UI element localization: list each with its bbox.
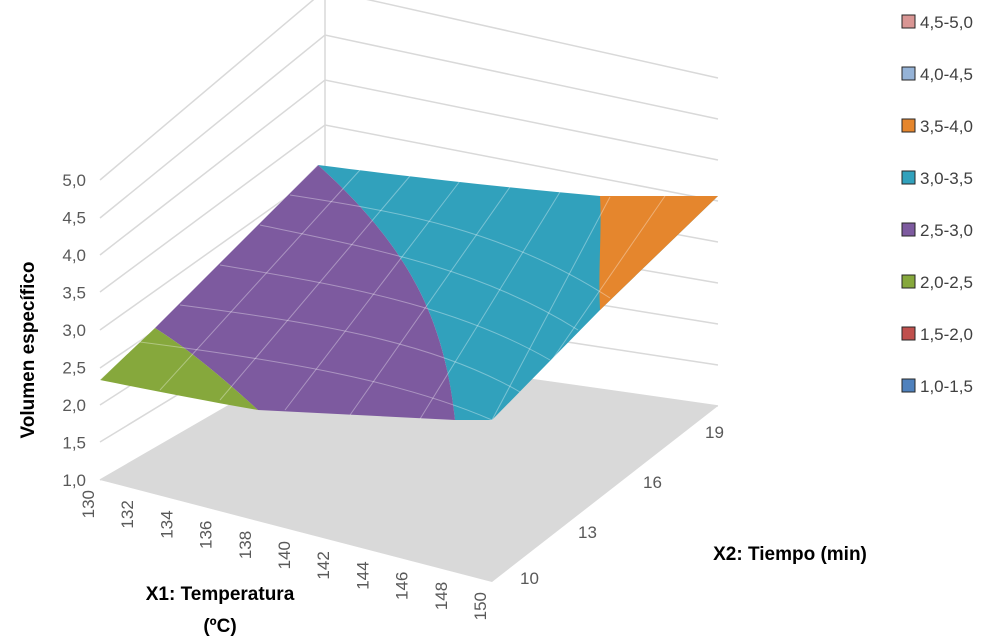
legend-swatch xyxy=(901,170,916,185)
legend-label: 3,0-3,5 xyxy=(920,169,973,188)
x-tick-label: 138 xyxy=(236,531,255,559)
legend-swatch xyxy=(901,66,916,81)
x-tick-label: 148 xyxy=(432,582,451,610)
legend-swatch xyxy=(901,222,916,237)
surface-region-2.5-3.0 xyxy=(155,165,455,420)
legend-label: 2,5-3,0 xyxy=(920,221,973,240)
legend-swatch xyxy=(901,118,916,133)
legend-label: 3,5-4,0 xyxy=(920,117,973,136)
x-tick-label: 130 xyxy=(79,490,98,518)
x-tick-label: 144 xyxy=(353,561,372,589)
z-tick-label: 3,0 xyxy=(62,321,86,340)
y-axis-ticks: 10 13 16 19 xyxy=(520,423,724,588)
legend-label: 4,5-5,0 xyxy=(920,13,973,32)
legend-label: 4,0-4,5 xyxy=(920,65,973,84)
x-tick-label: 140 xyxy=(275,541,294,569)
x-axis-title-line1: X1: Temperatura xyxy=(146,584,295,605)
y-axis-title: X2: Tiempo (min) xyxy=(713,544,867,565)
y-tick-label: 13 xyxy=(578,523,597,542)
surface-mesh xyxy=(99,164,666,421)
legend-swatch xyxy=(901,378,916,393)
x-tick-label: 134 xyxy=(157,510,176,538)
x-axis-ticks: 130 132 134 136 138 140 142 144 146 148 150 xyxy=(79,490,490,620)
surface xyxy=(100,165,718,420)
legend-swatch xyxy=(901,14,916,29)
z-tick-label: 2,0 xyxy=(62,396,86,415)
z-tick-label: 5,0 xyxy=(62,171,86,190)
z-tick-label: 3,5 xyxy=(62,284,86,303)
legend-label: 1,0-1,5 xyxy=(920,377,973,396)
x-tick-label: 142 xyxy=(314,551,333,579)
y-tick-label: 10 xyxy=(520,569,539,588)
z-tick-label: 4,5 xyxy=(62,209,86,228)
x-tick-label: 150 xyxy=(471,592,490,620)
legend-swatch xyxy=(901,326,916,341)
surface-region-3.5-4.0 xyxy=(599,196,718,310)
legend-swatch xyxy=(901,274,916,289)
x-tick-label: 136 xyxy=(197,521,216,549)
z-tick-label: 1,0 xyxy=(62,471,86,490)
x-tick-label: 146 xyxy=(393,572,412,600)
y-tick-label: 19 xyxy=(705,423,724,442)
z-tick-label: 4,0 xyxy=(62,246,86,265)
z-axis-title: Volumen específico xyxy=(18,261,39,438)
z-tick-label: 1,5 xyxy=(62,434,86,453)
y-tick-label: 16 xyxy=(643,473,662,492)
z-axis-ticks: 1,0 1,5 2,0 2,5 3,0 3,5 4,0 4,5 5,0 xyxy=(62,171,86,490)
legend-label: 2,0-2,5 xyxy=(920,273,973,292)
legend: 4,5-5,0 4,0-4,5 3,5-4,0 3,0-3,5 2,5-3,0 2,0-2… xyxy=(901,13,973,396)
x-axis-title-line2: (ºC) xyxy=(203,616,236,637)
legend-label: 1,5-2,0 xyxy=(920,325,973,344)
surface-region-2.0-2.5 xyxy=(100,328,258,410)
x-tick-label: 132 xyxy=(118,500,137,528)
z-tick-label: 2,5 xyxy=(62,359,86,378)
